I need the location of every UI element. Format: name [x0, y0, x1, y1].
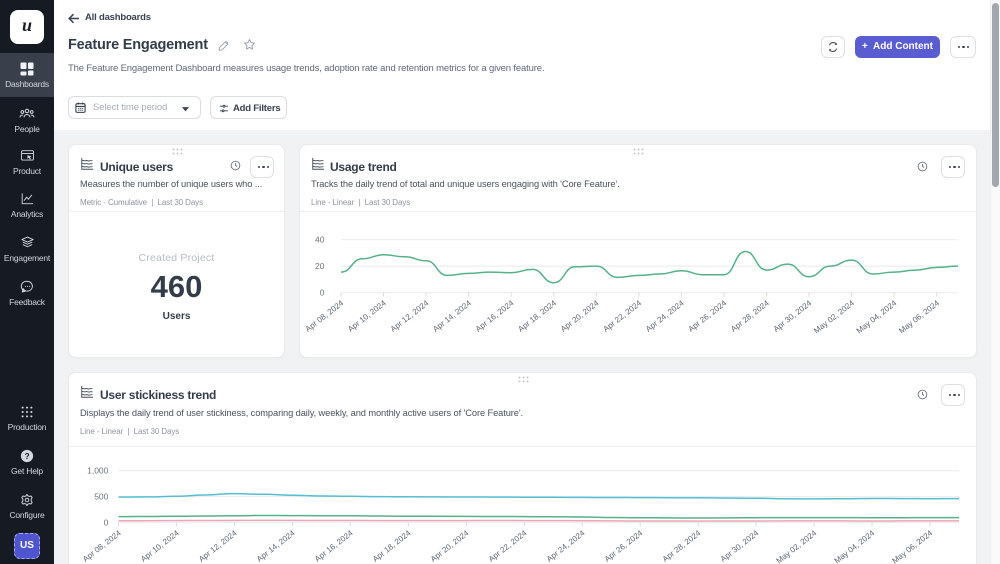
svg-text:?: ?	[25, 452, 30, 461]
svg-text:Apr 30, 2024: Apr 30, 2024	[719, 528, 761, 564]
svg-text:May 04, 2024: May 04, 2024	[855, 298, 899, 335]
svg-text:Apr 24, 2024: Apr 24, 2024	[545, 528, 587, 564]
svg-text:Apr 12, 2024: Apr 12, 2024	[389, 298, 431, 334]
svg-text:Apr 20, 2024: Apr 20, 2024	[559, 298, 601, 334]
svg-text:Apr 20, 2024: Apr 20, 2024	[429, 528, 471, 564]
svg-text:Apr 26, 2024: Apr 26, 2024	[687, 298, 729, 334]
svg-text:Apr 22, 2024: Apr 22, 2024	[487, 528, 529, 564]
svg-text:Apr 10, 2024: Apr 10, 2024	[346, 298, 388, 334]
svg-text:1,000: 1,000	[87, 466, 109, 476]
svg-text:500: 500	[94, 492, 108, 502]
svg-text:Apr 26, 2024: Apr 26, 2024	[603, 528, 645, 564]
svg-text:Apr 10, 2024: Apr 10, 2024	[139, 528, 181, 564]
svg-text:Apr 18, 2024: Apr 18, 2024	[516, 298, 558, 334]
svg-text:Apr 08, 2024: Apr 08, 2024	[304, 298, 346, 334]
svg-text:Apr 12, 2024: Apr 12, 2024	[197, 528, 239, 564]
svg-text:Apr 14, 2024: Apr 14, 2024	[255, 528, 297, 564]
svg-text:20: 20	[315, 261, 325, 271]
svg-text:Apr 08, 2024: Apr 08, 2024	[81, 528, 123, 564]
svg-text:Apr 28, 2024: Apr 28, 2024	[729, 298, 771, 334]
svg-text:May 04, 2024: May 04, 2024	[833, 528, 877, 564]
svg-text:Apr 14, 2024: Apr 14, 2024	[431, 298, 473, 334]
svg-text:May 06, 2024: May 06, 2024	[891, 528, 935, 564]
svg-text:May 02, 2024: May 02, 2024	[812, 298, 856, 335]
svg-text:Apr 16, 2024: Apr 16, 2024	[474, 298, 516, 334]
svg-text:0: 0	[320, 288, 325, 298]
svg-text:Apr 18, 2024: Apr 18, 2024	[371, 528, 413, 564]
svg-text:May 06, 2024: May 06, 2024	[897, 298, 941, 335]
svg-text:May 02, 2024: May 02, 2024	[775, 528, 819, 564]
svg-text:Apr 16, 2024: Apr 16, 2024	[313, 528, 355, 564]
svg-text:Apr 30, 2024: Apr 30, 2024	[772, 298, 814, 334]
svg-text:0: 0	[104, 518, 109, 528]
svg-text:Apr 22, 2024: Apr 22, 2024	[601, 298, 643, 334]
svg-text:40: 40	[315, 235, 325, 245]
svg-text:Apr 28, 2024: Apr 28, 2024	[661, 528, 703, 564]
svg-text:Apr 24, 2024: Apr 24, 2024	[644, 298, 686, 334]
